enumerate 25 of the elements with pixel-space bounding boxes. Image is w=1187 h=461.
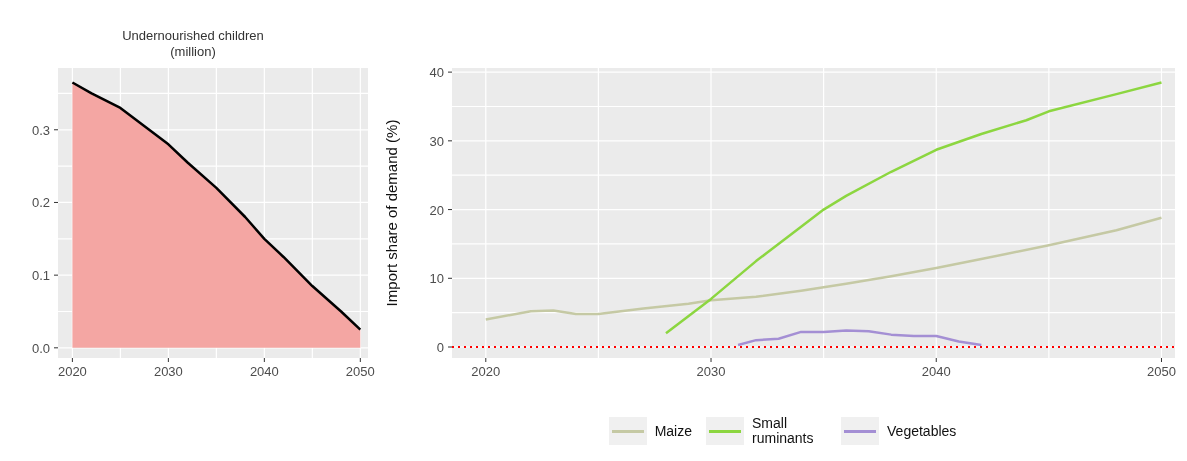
x-tick-label: 2030 [696, 364, 726, 379]
x-tick-label: 2020 [57, 364, 87, 379]
y-tick-label: 0.0 [31, 340, 50, 356]
y-tick-label: 10 [429, 271, 444, 287]
x-tick-label: 2020 [471, 364, 501, 379]
y-axis-title: Import share of demand (%) [383, 119, 401, 307]
x-tick-label: 2030 [153, 364, 183, 379]
y-tick-label: 30 [429, 133, 444, 149]
x-tick-label: 2050 [345, 364, 375, 379]
x-tick-label: 2040 [249, 364, 279, 379]
legend-label: Small ruminants [752, 415, 815, 446]
legend-label: Vegetables [887, 422, 957, 439]
y-tick-label: 20 [429, 202, 444, 218]
line-series [484, 216, 1163, 321]
y-tick-label: 0.3 [31, 122, 50, 138]
line-series [664, 81, 1163, 335]
y-tick-label: 40 [429, 65, 444, 81]
x-tick-label: 2040 [921, 364, 951, 379]
y-tick-label: 0.1 [31, 268, 50, 284]
line-series [736, 329, 983, 347]
y-tick-label: 0.2 [31, 195, 50, 211]
legend-label: Maize [654, 422, 693, 439]
y-tick-label: 0 [436, 340, 444, 355]
x-tick-label: 2050 [1147, 364, 1176, 379]
chart-title: Undernourished children (million) [121, 28, 265, 60]
